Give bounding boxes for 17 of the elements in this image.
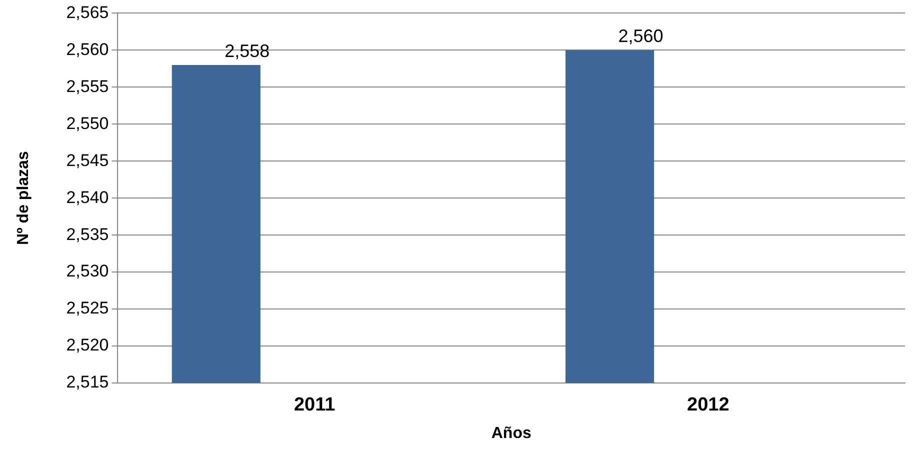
y-tick-label: 2,560	[66, 40, 109, 59]
y-tick-label: 2,515	[66, 372, 109, 392]
data-label: 2,558	[224, 40, 270, 61]
y-tick-label: 2,565	[66, 2, 109, 22]
y-tick-label: 2,540	[66, 188, 109, 207]
x-tick-label: 2012	[687, 394, 730, 416]
y-tick-label: 2,535	[66, 224, 109, 244]
y-tick-label: 2,555	[66, 76, 109, 96]
y-tick-label: 2,530	[66, 262, 109, 281]
y-tick-label: 2,525	[66, 298, 109, 318]
x-axis-title: Años	[491, 424, 532, 442]
data-label: 2,560	[618, 26, 664, 46]
x-tick-label: 2011	[294, 394, 336, 416]
y-tick-label: 2,550	[66, 114, 109, 133]
y-axis-title: Nº de plazas	[15, 151, 32, 246]
y-tick-label: 2,545	[66, 150, 109, 170]
y-tick-label: 2,520	[66, 336, 109, 355]
